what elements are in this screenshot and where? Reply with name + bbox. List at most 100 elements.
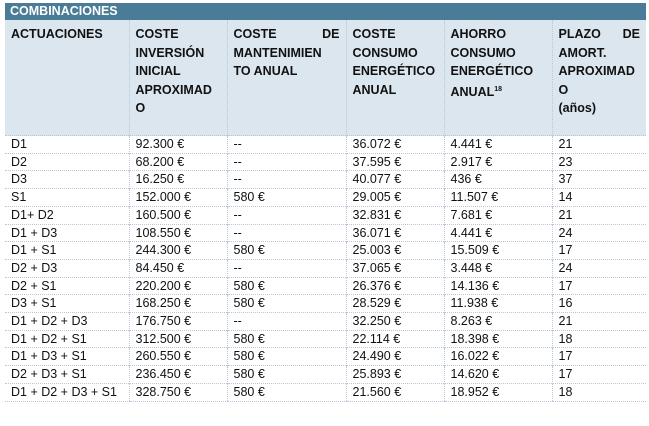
cell-ahorro-consumo: 16.022 € <box>443 347 552 366</box>
cell-plazo-amortizacion: 21 <box>551 312 646 331</box>
cell-coste-mantenimiento: 580 € <box>226 365 346 384</box>
cell-plazo-amortizacion: 18 <box>551 382 646 402</box>
cell-coste-consumo: 40.077 € <box>345 170 444 189</box>
cell-coste-consumo: 25.003 € <box>345 241 444 260</box>
cell-coste-inversion: 84.450 € <box>128 258 227 278</box>
cell-ahorro-consumo: 4.441 € <box>443 135 552 154</box>
cell-plazo-amortizacion: 21 <box>551 205 646 225</box>
cell-coste-mantenimiento: 580 € <box>226 329 346 348</box>
table-title: COMBINACIONES <box>5 3 646 20</box>
cell-coste-consumo: 29.005 € <box>345 188 444 207</box>
cell-plazo-amortizacion: 17 <box>551 347 646 366</box>
cell-actuacion: S1 <box>5 188 129 207</box>
cell-coste-consumo: 24.490 € <box>345 347 444 366</box>
cell-actuacion: D2 <box>5 152 129 171</box>
table-row: D1 + D3 + S1 260.550 €580 €24.490 €16.022… <box>5 347 646 366</box>
cell-plazo-amortizacion: 21 <box>551 135 646 154</box>
table-row: D1+ D2 160.500 € -- 32.831 €7.681 €21 <box>5 205 646 225</box>
header-coste-inversion: COSTE INVERSIÓN INICIAL APROXIMAD O <box>128 20 227 136</box>
header-ahorro-consumo: AHORRO CONSUMO ENERGÉTICO ANUAL18 <box>443 20 552 136</box>
cell-coste-inversion: 16.250 € <box>128 170 227 189</box>
cell-coste-inversion: 152.000 € <box>128 188 227 207</box>
cell-plazo-amortizacion: 17 <box>551 365 646 384</box>
cell-actuacion: D3 <box>5 170 129 189</box>
table-row: D2 + D3 84.450 € -- 37.065 €3.448 €24 <box>5 258 646 278</box>
table-row: D2 + D3 + S1 236.450 €580 €25.893 €14.620… <box>5 365 646 384</box>
header-coste-consumo: COSTE CONSUMO ENERGÉTICO ANUAL <box>345 20 444 136</box>
cell-plazo-amortizacion: 24 <box>551 223 646 242</box>
cell-coste-inversion: 68.200 € <box>128 152 227 171</box>
cell-coste-mantenimiento: -- <box>226 170 346 189</box>
cell-coste-mantenimiento: -- <box>226 135 346 154</box>
cell-ahorro-consumo: 4.441 € <box>443 223 552 242</box>
table-row: D1 92.300 € -- 36.072 €4.441 €21 <box>5 135 646 154</box>
cell-coste-inversion: 236.450 € <box>128 365 227 384</box>
cell-coste-inversion: 168.250 € <box>128 294 227 313</box>
table-row: D1 + D2 + D3 + S1 328.750 €580 €21.560 €1… <box>5 382 646 402</box>
cell-coste-mantenimiento: -- <box>226 312 346 331</box>
cell-plazo-amortizacion: 23 <box>551 152 646 171</box>
cell-actuacion: D1 <box>5 135 129 154</box>
cell-actuacion: D2 + D3 <box>5 258 129 278</box>
cell-coste-inversion: 220.200 € <box>128 276 227 295</box>
cell-coste-consumo: 22.114 € <box>345 329 444 348</box>
cell-ahorro-consumo: 18.398 € <box>443 329 552 348</box>
header-label: DE <box>622 27 640 41</box>
header-coste-mantenimiento: COSTE DE MANTENIMIEN TO ANUAL <box>226 20 346 136</box>
cell-actuacion: D1 + D2 + D3 + S1 <box>5 382 129 402</box>
cell-actuacion: D3 + S1 <box>5 294 129 313</box>
header-actuaciones: ACTUACIONES <box>5 20 129 136</box>
table-row: D3 + S1 168.250 €580 €28.529 €11.938 €16 <box>5 294 646 313</box>
cell-coste-mantenimiento: 580 € <box>226 241 346 260</box>
cell-coste-inversion: 176.750 € <box>128 312 227 331</box>
header-label: (años) <box>558 101 597 115</box>
cell-coste-consumo: 37.595 € <box>345 152 444 171</box>
table-row: D1 + D2 + D3 176.750 € -- 32.250 €8.263 €21 <box>5 312 646 331</box>
header-label: AHORRO CONSUMO ENERGÉTICO ANUAL <box>450 27 534 99</box>
table-row: D2 68.200 € -- 37.595 €2.917 €23 <box>5 152 646 171</box>
cell-plazo-amortizacion: 14 <box>551 188 646 207</box>
cell-plazo-amortizacion: 18 <box>551 329 646 348</box>
cell-actuacion: D1 + S1 <box>5 241 129 260</box>
cell-coste-mantenimiento: -- <box>226 223 346 242</box>
cell-coste-consumo: 36.071 € <box>345 223 444 242</box>
cell-plazo-amortizacion: 37 <box>551 170 646 189</box>
cell-coste-inversion: 108.550 € <box>128 223 227 242</box>
cell-coste-mantenimiento: 580 € <box>226 382 346 402</box>
cell-actuacion: D2 + D3 + S1 <box>5 365 129 384</box>
cell-coste-consumo: 32.831 € <box>345 205 444 225</box>
cell-coste-mantenimiento: 580 € <box>226 347 346 366</box>
cell-ahorro-consumo: 2.917 € <box>443 152 552 171</box>
cell-coste-mantenimiento: -- <box>226 152 346 171</box>
cell-coste-consumo: 36.072 € <box>345 135 444 154</box>
table-row: D3 16.250 € -- 40.077 €436 €37 <box>5 170 646 189</box>
cell-coste-mantenimiento: 580 € <box>226 276 346 295</box>
cell-coste-consumo: 26.376 € <box>345 276 444 295</box>
cell-coste-consumo: 37.065 € <box>345 258 444 278</box>
cell-ahorro-consumo: 8.263 € <box>443 312 552 331</box>
cell-coste-mantenimiento: -- <box>226 258 346 278</box>
cell-ahorro-consumo: 11.938 € <box>443 294 552 313</box>
table-row: D2 + S1 220.200 €580 €26.376 €14.136 €17 <box>5 276 646 295</box>
cell-plazo-amortizacion: 17 <box>551 241 646 260</box>
cell-coste-consumo: 21.560 € <box>345 382 444 402</box>
cell-ahorro-consumo: 11.507 € <box>443 188 552 207</box>
cell-coste-inversion: 260.550 € <box>128 347 227 366</box>
header-label: MANTENIMIEN TO ANUAL <box>233 45 322 79</box>
header-row: ACTUACIONES COSTE INVERSIÓN INICIAL APRO… <box>5 20 646 136</box>
header-label: ACTUACIONES <box>11 27 103 41</box>
table-row: D1 + S1 244.300 €580 €25.003 €15.509 €17 <box>5 241 646 260</box>
cell-actuacion: D1 + D3 + S1 <box>5 347 129 366</box>
cell-coste-inversion: 160.500 € <box>128 205 227 225</box>
cell-coste-mantenimiento: 580 € <box>226 294 346 313</box>
cell-plazo-amortizacion: 17 <box>551 276 646 295</box>
cell-actuacion: D1+ D2 <box>5 205 129 225</box>
cell-ahorro-consumo: 18.952 € <box>443 382 552 402</box>
footnote-ref: 18 <box>494 85 503 93</box>
cell-actuacion: D1 + D2 + D3 <box>5 312 129 331</box>
cell-coste-consumo: 28.529 € <box>345 294 444 313</box>
cell-actuacion: D1 + D2 + S1 <box>5 329 129 348</box>
cell-coste-inversion: 92.300 € <box>128 135 227 154</box>
header-label: DE <box>322 27 340 41</box>
cell-coste-inversion: 312.500 € <box>128 329 227 348</box>
